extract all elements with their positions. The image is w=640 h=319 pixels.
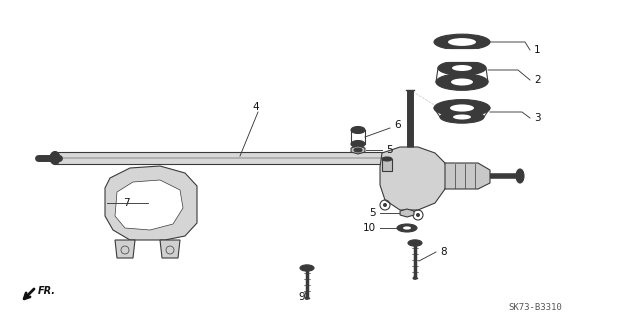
Text: FR.: FR. (38, 286, 56, 296)
Ellipse shape (440, 111, 484, 123)
Ellipse shape (413, 277, 417, 279)
Text: 7: 7 (124, 198, 130, 208)
Ellipse shape (351, 127, 365, 133)
Ellipse shape (434, 34, 490, 50)
Text: 10: 10 (363, 223, 376, 233)
Ellipse shape (438, 61, 486, 75)
Text: 8: 8 (440, 247, 447, 257)
Ellipse shape (450, 104, 474, 112)
Ellipse shape (451, 78, 473, 85)
Text: 1: 1 (534, 45, 541, 55)
Polygon shape (351, 146, 365, 154)
Ellipse shape (403, 226, 411, 230)
Ellipse shape (354, 148, 362, 152)
Text: SK73-B3310: SK73-B3310 (508, 303, 562, 313)
Text: 6: 6 (394, 120, 401, 130)
Ellipse shape (397, 224, 417, 232)
Ellipse shape (452, 65, 472, 71)
Polygon shape (380, 147, 448, 210)
Polygon shape (445, 163, 490, 189)
Ellipse shape (516, 169, 524, 183)
Polygon shape (55, 152, 390, 164)
Polygon shape (115, 180, 183, 230)
Circle shape (383, 203, 387, 207)
Ellipse shape (453, 115, 471, 120)
Ellipse shape (50, 152, 60, 165)
Ellipse shape (408, 240, 422, 246)
Polygon shape (160, 240, 180, 258)
Text: 9: 9 (299, 292, 305, 302)
Text: 5: 5 (369, 208, 376, 218)
Text: 5: 5 (386, 145, 392, 155)
Ellipse shape (351, 140, 365, 147)
Text: 4: 4 (253, 102, 259, 112)
Circle shape (416, 213, 420, 217)
Text: 2: 2 (534, 75, 541, 85)
Polygon shape (400, 209, 414, 217)
Ellipse shape (305, 296, 309, 300)
Ellipse shape (436, 74, 488, 90)
Ellipse shape (300, 265, 314, 271)
Ellipse shape (434, 100, 490, 116)
Polygon shape (105, 166, 197, 240)
Polygon shape (115, 240, 135, 258)
Polygon shape (382, 159, 392, 171)
Ellipse shape (382, 157, 392, 161)
Text: 3: 3 (534, 113, 541, 123)
Ellipse shape (448, 38, 476, 46)
